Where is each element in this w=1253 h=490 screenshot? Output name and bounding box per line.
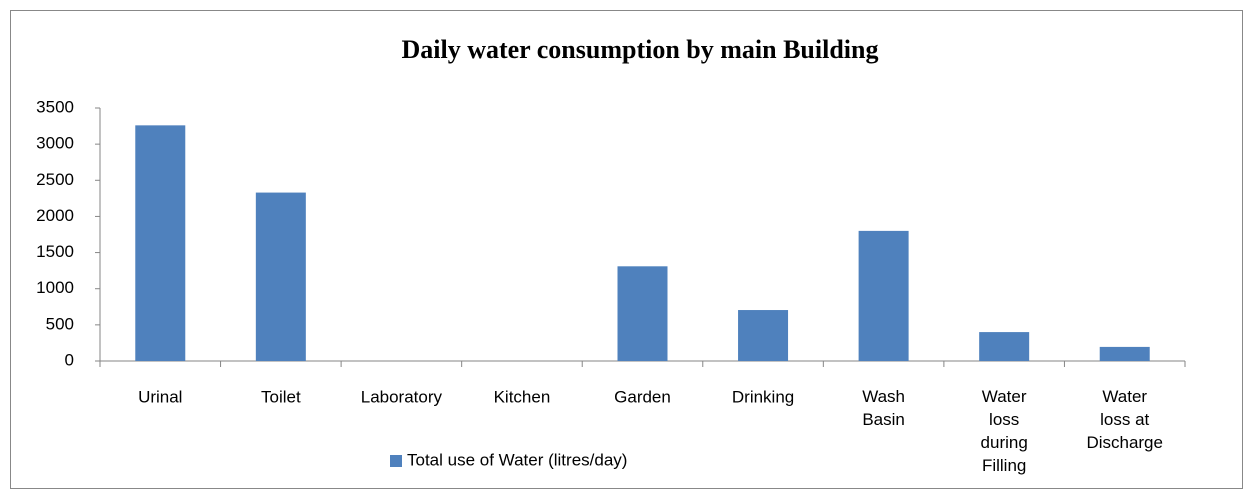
y-tick-label: 3000	[36, 134, 74, 153]
y-tick-label: 500	[46, 314, 74, 333]
bar	[979, 332, 1030, 361]
x-tick-label: Kitchen	[494, 387, 551, 406]
y-tick-label: 1000	[36, 278, 74, 297]
x-tick-label: Garden	[614, 387, 671, 406]
y-tick-label: 2500	[36, 170, 74, 189]
bar	[858, 230, 909, 361]
y-tick-label: 3500	[36, 97, 74, 116]
x-tick-label: Toilet	[261, 387, 301, 406]
legend-label: Total use of Water (litres/day)	[407, 450, 627, 469]
chart-border	[10, 10, 1243, 489]
bar	[738, 310, 789, 361]
y-tick-label: 0	[65, 350, 74, 369]
legend-swatch	[390, 455, 402, 467]
bar	[617, 266, 668, 361]
y-tick-label: 2000	[36, 206, 74, 225]
x-tick-label: Wash Basin	[862, 387, 905, 429]
x-tick-label: Laboratory	[361, 387, 443, 406]
x-tick-label: Drinking	[732, 387, 794, 406]
x-tick-label: Urinal	[138, 387, 182, 406]
chart-title: Daily water consumption by main Building	[401, 35, 878, 64]
x-tick-label: Water loss during Filling	[981, 387, 1028, 475]
bar	[1099, 346, 1150, 361]
bar	[135, 125, 186, 361]
bar	[255, 192, 306, 361]
y-tick-label: 1500	[36, 242, 74, 261]
x-tick-label: Water loss at Discharge	[1086, 387, 1163, 452]
